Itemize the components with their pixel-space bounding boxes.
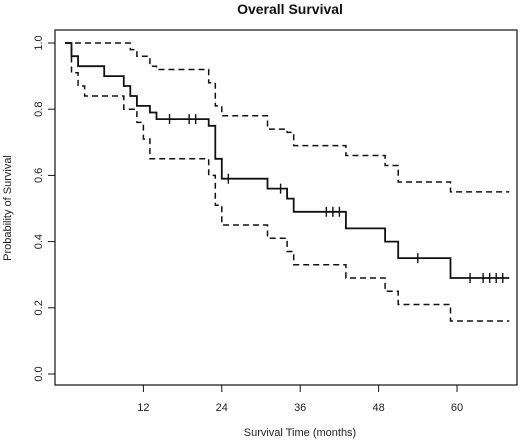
x-axis-label: Survival Time (months) — [244, 427, 356, 439]
x-tick-label: 24 — [216, 402, 228, 414]
y-tick-label: 0.2 — [33, 300, 45, 315]
x-tick-label: 48 — [372, 402, 384, 414]
x-tick-label: 60 — [451, 402, 463, 414]
y-tick-label: 1.0 — [33, 35, 45, 50]
y-tick-label: 0.4 — [33, 234, 45, 249]
plot-frame — [54, 29, 518, 386]
y-tick-label: 0.8 — [33, 102, 45, 117]
y-axis: 0.0 0.2 0.4 0.6 0.8 1.0 — [33, 35, 55, 382]
confidence-bound-curve — [65, 42, 510, 193]
y-tick-label: 0.6 — [33, 168, 45, 183]
x-tick-label: 36 — [294, 402, 306, 414]
survival-curve — [65, 42, 510, 279]
confidence-bound-curve — [65, 42, 510, 322]
y-tick-label: 0.0 — [33, 366, 45, 381]
x-axis: 12 24 36 48 60 — [137, 385, 463, 414]
series-layer — [65, 42, 510, 322]
chart-title: Overall Survival — [237, 1, 343, 17]
y-axis-label: Probability of Survival — [2, 155, 14, 261]
x-tick-label: 12 — [137, 402, 149, 414]
